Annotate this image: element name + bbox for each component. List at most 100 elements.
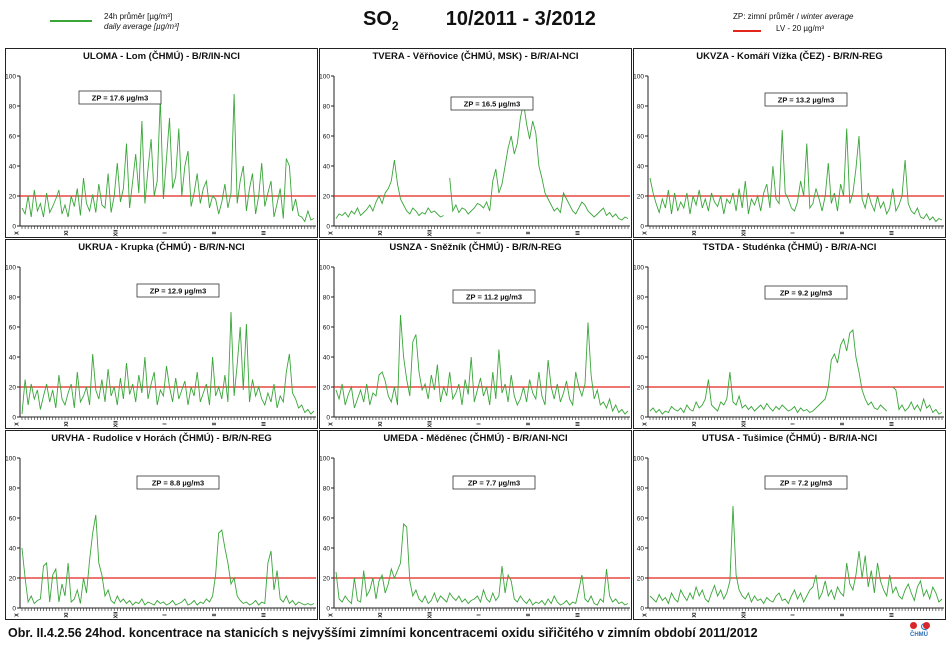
figure-caption: Obr. II.4.2.56 24hod. koncentrace na sta… [8,626,758,640]
panel-title: UKVZA - Komáří Vížka (ČEZ) - B/R/N-REG [696,51,883,62]
legend-limit-swatch [733,30,761,32]
y-tick-label: 20 [637,194,645,201]
zp-annotation-box [452,475,536,490]
y-tick-label: 0 [640,606,644,613]
x-month-label: XII [741,229,747,236]
x-month-label: I [163,232,169,234]
x-month-label: I [163,423,169,425]
y-tick-label: 40 [9,546,17,553]
y-tick-label: 20 [9,385,17,392]
y-tick-label: 100 [320,74,330,81]
x-month-label: XII [113,229,119,236]
x-month-label: II [212,422,218,426]
station-panel: ULOMA - Lom (ČHMÚ) - B/R/IN-NCI 0 20 40 60 80… [5,48,318,238]
x-month-label: II [212,613,218,617]
x-month-label: XI [692,421,698,427]
zp-annotation-text: ZP = 11.2 µg/m3 [466,293,522,302]
y-tick-label: 20 [323,385,331,392]
y-tick-label: 40 [323,164,331,171]
panel-title: UKRUA - Krupka (ČHMÚ) - B/R/N-NCI [78,242,245,253]
y-tick-label: 60 [637,325,645,332]
x-month-label: III [889,230,895,235]
x-month-label: XII [427,229,433,236]
y-tick-label: 100 [634,456,644,463]
x-month-label: II [840,422,846,426]
zp-annotation-box [452,289,536,304]
station-panel: TSTDA - Studénka (ČHMÚ) - B/R/A-NCI 0 20 40… [633,239,946,429]
x-month-label: X [15,422,21,426]
series-line [449,102,629,221]
series-line [335,523,629,606]
zp-label-en: winter average [801,12,854,21]
x-month-label: II [526,231,532,235]
series-line [335,159,444,219]
zp-annotation-text: ZP = 13.2 µg/m3 [778,96,835,105]
x-month-label: XII [427,611,433,618]
y-tick-label: 80 [9,104,17,111]
zp-annotation-text: ZP = 7.7 µg/m3 [468,479,520,488]
y-tick-label: 40 [637,546,645,553]
zp-annotation-box [450,96,534,111]
x-month-label: III [575,230,581,235]
panel-title: TVERA - Věřňovice (ČHMÚ, MSK) - B/R/AI-N… [372,51,579,62]
y-tick-label: 40 [323,355,331,362]
x-month-label: II [526,613,532,617]
zp-annotation-text: ZP = 17.6 µg/m3 [92,94,149,103]
y-tick-label: 40 [9,164,17,171]
y-tick-label: 60 [9,134,17,141]
x-month-label: III [261,230,267,235]
y-tick-label: 0 [640,415,644,422]
x-month-label: III [261,612,267,617]
x-month-label: X [643,231,649,235]
zp-annotation-box [78,90,162,105]
y-tick-label: 80 [637,104,645,111]
chmu-logo: ČHMÚ [904,622,934,642]
y-tick-label: 80 [9,486,17,493]
y-tick-label: 0 [12,415,16,422]
y-tick-label: 60 [323,325,331,332]
y-tick-label: 0 [12,606,16,613]
panel-title: URVHA - Rudolice v Horách (ČHMÚ) - B/R/N… [51,433,272,444]
logo-dots [910,622,930,630]
y-tick-label: 100 [634,265,644,272]
y-tick-label: 80 [637,486,645,493]
series-line [21,514,315,606]
x-month-label: XII [741,611,747,618]
title-period: 10/2011 - 3/2012 [445,8,596,30]
header: 24h průměr [µg/m³] daily average [µg/m³]… [0,0,950,46]
logo-text: ČHMÚ [910,632,928,638]
y-tick-label: 100 [6,74,16,81]
station-panel: UKVZA - Komáří Vížka (ČEZ) - B/R/N-REG 0 2… [633,48,946,238]
x-month-label: X [329,422,335,426]
y-tick-label: 80 [323,486,331,493]
x-month-label: XI [692,612,698,618]
legend-24h-label: 24h průměr [µg/m³] [104,12,173,21]
station-panel: UKRUA - Krupka (ČHMÚ) - B/R/N-NCI 0 20 40 60… [5,239,318,429]
y-tick-label: 20 [9,576,17,583]
legend-daily-label: daily average [µg/m³] [104,22,179,31]
panel-title: ULOMA - Lom (ČHMÚ) - B/R/IN-NCI [83,51,240,62]
y-tick-label: 80 [323,295,331,302]
x-month-label: I [477,423,483,425]
zp-legend-label: ZP: zimní průměr / winter average [733,12,854,21]
y-tick-label: 60 [9,516,17,523]
series-line [649,128,943,223]
y-tick-label: 100 [6,265,16,272]
x-month-label: XI [692,230,698,236]
panel-title: TSTDA - Studénka (ČHMÚ) - B/R/A-NCI [702,242,877,253]
panel-title: UTUSA - Tušimice (ČHMÚ) - B/R/IA-NCI [701,433,878,444]
station-panel: USNZA - Sněžník (ČHMÚ) - B/R/N-REG 0 20 40 6… [319,239,632,429]
y-tick-label: 60 [9,325,17,332]
y-tick-label: 100 [320,265,330,272]
x-month-label: III [889,612,895,617]
zp-annotation-text: ZP = 8.8 µg/m3 [152,479,204,488]
y-tick-label: 0 [326,415,330,422]
